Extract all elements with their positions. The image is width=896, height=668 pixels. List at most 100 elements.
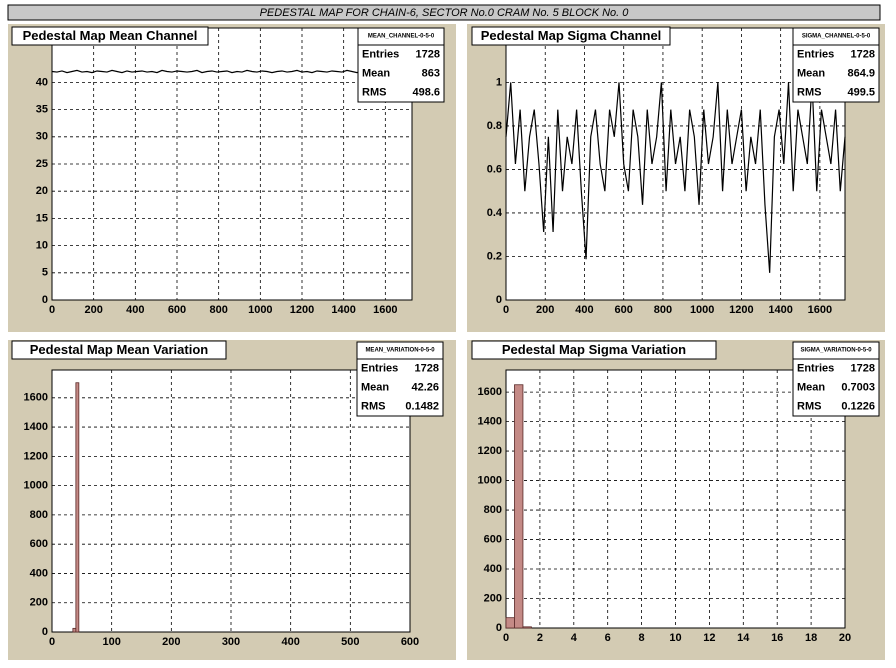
stats-name: SIGMA_VARIATION-0-5-0: [800, 348, 872, 354]
stats-label: Entries: [797, 362, 834, 374]
y-tick-label: 1200: [478, 445, 502, 457]
y-tick-label: 0: [42, 626, 48, 638]
y-tick-label: 25: [36, 158, 48, 170]
bar: [505, 617, 515, 629]
bar: [522, 626, 532, 629]
y-tick-label: 0.2: [487, 250, 502, 262]
data-line: [51, 69, 413, 74]
bar: [72, 627, 77, 633]
plot-title-box: [11, 26, 209, 46]
x-tick-label: 2: [537, 632, 543, 644]
stats-name: MEAN_VARIATION-0-5-0: [365, 348, 435, 354]
x-tick-label: 800: [654, 304, 672, 316]
y-tick-label: 1400: [24, 421, 48, 433]
stats-box: [356, 341, 444, 417]
y-tick-label: 400: [484, 563, 502, 575]
plot-title-box: [471, 26, 671, 46]
y-tick-label: 0.8: [487, 120, 502, 132]
plot-title: Pedestal Map Mean Channel: [23, 28, 198, 43]
y-tick-label: 1600: [24, 392, 48, 404]
stats-box: [357, 27, 445, 103]
x-tick-label: 0: [49, 636, 55, 648]
x-tick-label: 800: [209, 304, 227, 316]
y-tick-label: 5: [42, 267, 48, 279]
y-tick-label: 1000: [24, 480, 48, 492]
stats-value: 42.26: [411, 381, 439, 393]
x-tick-label: 0: [503, 632, 509, 644]
y-tick-label: 35: [36, 104, 48, 116]
data-line: [505, 82, 846, 273]
y-tick-label: 1400: [478, 416, 502, 428]
x-tick-label: 14: [737, 632, 750, 644]
x-tick-label: 4: [571, 632, 578, 644]
y-tick-label: 40: [36, 76, 48, 88]
x-tick-label: 600: [401, 636, 419, 648]
y-tick-label: 20: [36, 185, 48, 197]
x-tick-label: 200: [84, 304, 102, 316]
x-tick-label: 20: [839, 632, 851, 644]
stats-value: 1728: [415, 362, 439, 374]
y-tick-label: 400: [30, 567, 48, 579]
x-tick-label: 1000: [248, 304, 272, 316]
plot-title: Pedestal Map Sigma Channel: [481, 28, 662, 43]
x-tick-label: 500: [341, 636, 359, 648]
stats-label: Mean: [362, 67, 390, 79]
title-bar: [7, 4, 881, 21]
x-tick-label: 300: [222, 636, 240, 648]
x-tick-label: 0: [49, 304, 55, 316]
x-tick-label: 16: [771, 632, 783, 644]
y-tick-label: 800: [484, 504, 502, 516]
stats-label: Entries: [797, 48, 834, 60]
plot-title-box: [11, 340, 227, 360]
stats-value: 0.1482: [405, 400, 439, 412]
y-tick-label: 1200: [24, 450, 48, 462]
bar: [514, 384, 524, 629]
stats-value: 1728: [416, 48, 440, 60]
stats-name: MEAN_CHANNEL-0-5-0: [368, 34, 435, 40]
stats-label: Entries: [361, 362, 398, 374]
y-tick-label: 800: [30, 509, 48, 521]
x-tick-label: 400: [126, 304, 144, 316]
x-tick-label: 200: [162, 636, 180, 648]
stats-label: RMS: [797, 86, 821, 98]
x-tick-label: 200: [536, 304, 554, 316]
y-tick-label: 0.4: [487, 207, 503, 219]
stats-label: Mean: [361, 381, 389, 393]
stats-label: RMS: [362, 86, 386, 98]
x-tick-label: 1600: [808, 304, 832, 316]
stats-name: SIGMA_CHANNEL-0-5-0: [802, 34, 871, 40]
stats-label: Entries: [362, 48, 399, 60]
x-tick-label: 400: [575, 304, 593, 316]
x-tick-label: 1400: [768, 304, 792, 316]
stats-value: 863: [422, 67, 440, 79]
y-tick-label: 200: [30, 597, 48, 609]
x-tick-label: 1200: [290, 304, 314, 316]
stats-value: 499.5: [847, 86, 875, 98]
y-tick-label: 1000: [478, 474, 502, 486]
x-tick-label: 8: [639, 632, 645, 644]
stats-box: [792, 341, 880, 417]
x-tick-label: 1200: [729, 304, 753, 316]
x-tick-label: 1600: [373, 304, 397, 316]
x-tick-label: 600: [615, 304, 633, 316]
plot-title: Pedestal Map Sigma Variation: [502, 342, 686, 357]
x-tick-label: 1000: [690, 304, 714, 316]
x-tick-label: 100: [102, 636, 120, 648]
y-tick-label: 600: [484, 533, 502, 545]
x-tick-label: 12: [703, 632, 715, 644]
y-tick-label: 15: [36, 212, 48, 224]
stats-value: 0.1226: [841, 400, 875, 412]
stats-value: 1728: [851, 48, 875, 60]
x-tick-label: 600: [168, 304, 186, 316]
x-tick-label: 18: [805, 632, 817, 644]
stats-value: 864.9: [847, 67, 875, 79]
page-title: PEDESTAL MAP FOR CHAIN-6, SECTOR No.0 CR…: [260, 7, 630, 19]
x-tick-label: 10: [669, 632, 681, 644]
stats-value: 0.7003: [841, 381, 875, 393]
y-tick-label: 10: [36, 240, 48, 252]
x-tick-label: 6: [605, 632, 611, 644]
bar: [75, 382, 80, 633]
x-tick-label: 1400: [331, 304, 355, 316]
stats-value: 498.6: [412, 86, 440, 98]
